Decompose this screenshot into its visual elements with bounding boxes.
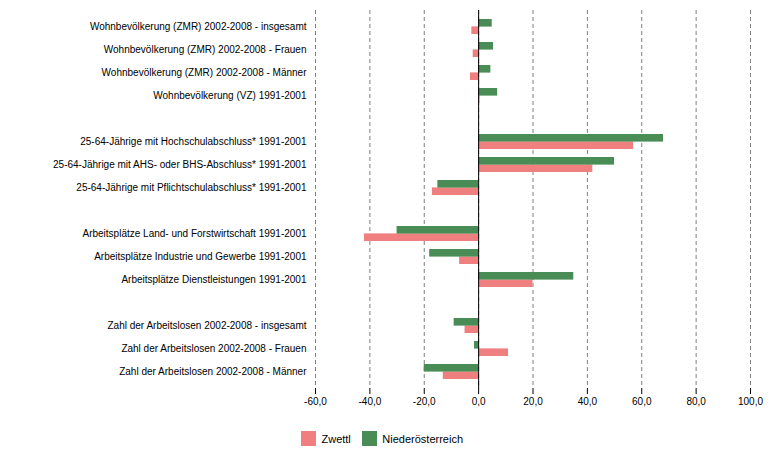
svg-text:20,0: 20,0 xyxy=(523,396,543,407)
svg-text:-60,0: -60,0 xyxy=(304,396,327,407)
svg-text:25-64-Jährige mit AHS- oder BH: 25-64-Jährige mit AHS- oder BHS-Abschlus… xyxy=(53,159,307,170)
html-text:Niederösterreich: Niederösterreich xyxy=(382,432,463,445)
svg-text:Wohnbevölkerung (VZ) 1991-2001: Wohnbevölkerung (VZ) 1991-2001 xyxy=(153,90,307,101)
svg-text:0,0: 0,0 xyxy=(472,396,486,407)
svg-text:100,0: 100,0 xyxy=(738,396,763,407)
svg-text:Wohnbevölkerung (ZMR) 2002-200: Wohnbevölkerung (ZMR) 2002-2008 - insges… xyxy=(90,21,307,32)
svg-text:Wohnbevölkerung (ZMR) 2002-200: Wohnbevölkerung (ZMR) 2002-2008 - Frauen xyxy=(104,44,307,55)
svg-text:Arbeitsplätze Industrie und Ge: Arbeitsplätze Industrie und Gewerbe 1991… xyxy=(94,251,307,262)
svg-text:25-64-Jährige mit Pflichtschul: 25-64-Jährige mit Pflichtschulabschluss*… xyxy=(76,182,307,193)
svg-text:60,0: 60,0 xyxy=(632,396,652,407)
svg-text:Arbeitsplätze Land- und Forstw: Arbeitsplätze Land- und Forstwirtschaft … xyxy=(82,228,306,239)
svg-text:40,0: 40,0 xyxy=(578,396,598,407)
svg-text:Zahl der Arbeitslosen 2002-200: Zahl der Arbeitslosen 2002-2008 - Frauen xyxy=(121,343,306,354)
html-text:Zwettl: Zwettl xyxy=(321,432,351,445)
svg-text:-20,0: -20,0 xyxy=(413,396,436,407)
svg-text:25-64-Jährige mit Hochschulabs: 25-64-Jährige mit Hochschulabschluss* 19… xyxy=(80,136,307,147)
svg-text:Zahl der Arbeitslosen 2002-200: Zahl der Arbeitslosen 2002-2008 - Männer xyxy=(119,366,307,377)
svg-text:Zahl der Arbeitslosen 2002-200: Zahl der Arbeitslosen 2002-2008 - insges… xyxy=(107,320,306,331)
svg-text:-40,0: -40,0 xyxy=(358,396,381,407)
svg-text:Wohnbevölkerung (ZMR) 2002-200: Wohnbevölkerung (ZMR) 2002-2008 - Männer xyxy=(102,67,308,78)
svg-text:80,0: 80,0 xyxy=(686,396,706,407)
svg-text:Arbeitsplätze Dienstleistungen: Arbeitsplätze Dienstleistungen 1991-2001 xyxy=(121,274,307,285)
